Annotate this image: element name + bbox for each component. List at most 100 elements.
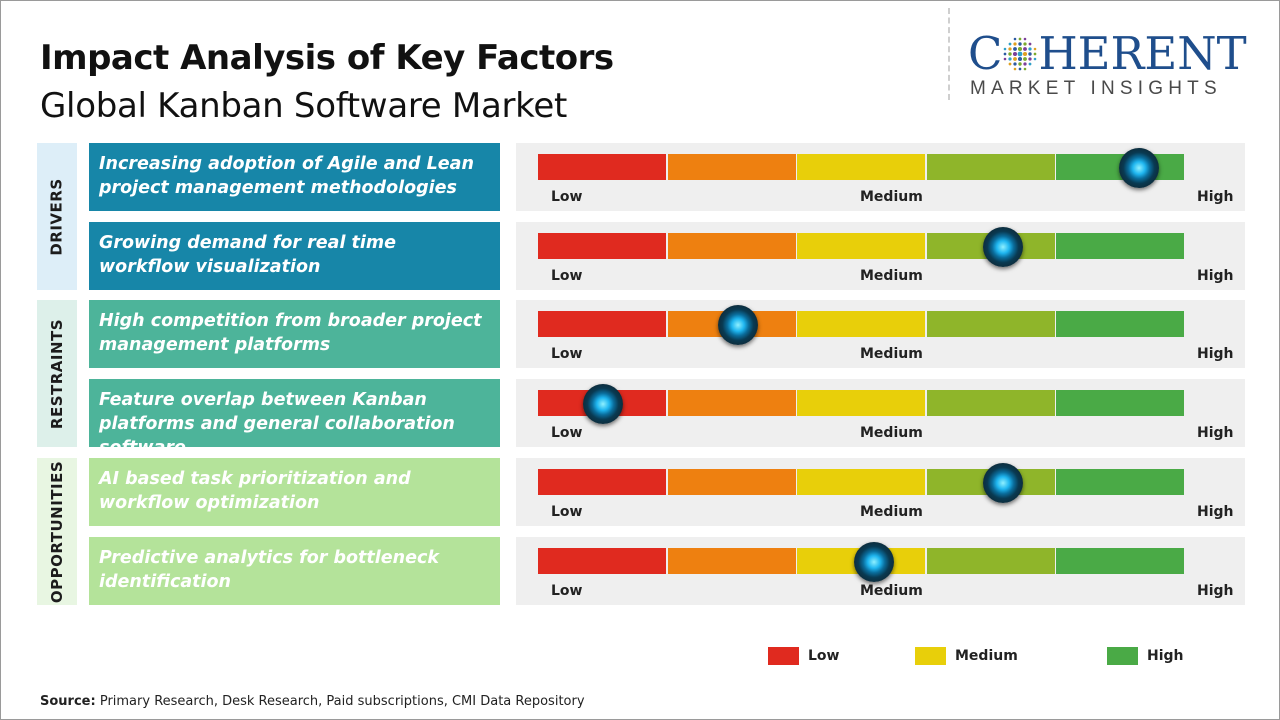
scale-label-medium: Medium [860,189,923,205]
factor-box: AI based task prioritization and workflo… [89,458,500,526]
impact-segment [1056,390,1184,416]
scale-label-low: Low [551,268,583,284]
logo-dot [1013,42,1018,46]
factor-box: Increasing adoption of Agile and Lean pr… [89,143,500,211]
logo-dot [1008,52,1013,56]
logo-wordmark: C HERENT [968,30,1247,78]
impact-bar-panel: Low Medium High [516,300,1245,368]
logo-dot [1023,62,1028,66]
source-text: Primary Research, Desk Research, Paid su… [99,694,585,709]
logo-letters-rest: HERENT [1038,27,1247,80]
logo-dot [1029,42,1032,46]
logo-dot [1013,57,1018,61]
impact-segment [926,548,1055,574]
scale-label-high: High [1197,189,1234,205]
logo-dot [1023,47,1028,51]
factor-box: High competition from broader project ma… [89,300,500,368]
impact-segment [538,311,666,337]
impact-segment [926,390,1055,416]
impact-segment [797,390,925,416]
logo-dot [1014,37,1017,41]
impact-bar-panel: Low Medium High [516,143,1245,211]
legend-label-high: High [1147,648,1184,664]
logo-dot [1008,47,1013,51]
impact-segment [667,548,796,574]
legend-swatch-low [768,647,799,665]
page-subtitle: Global Kanban Software Market [40,86,567,126]
impact-segment [1056,311,1184,337]
impact-segment [667,233,796,259]
factor-box: Predictive analytics for bottleneck iden… [89,537,500,605]
logo-dot [1018,56,1023,62]
source-note: Source: Primary Research, Desk Research,… [40,694,585,709]
impact-marker [1118,148,1159,188]
logo-dot [1023,42,1028,46]
logo-dot [1018,51,1023,57]
scale-label-medium: Medium [860,346,923,362]
factor-box: Feature overlap between Kanban platforms… [89,379,500,458]
logo-dot [1009,62,1012,66]
impact-segment [538,233,666,259]
impact-bar-panel: Low Medium High [516,379,1245,447]
logo-dot [1034,57,1037,61]
impact-segment [797,233,925,259]
logo-dot [1009,42,1012,46]
legend-label-low: Low [808,648,840,664]
impact-segment [538,154,666,180]
logo-dot [1028,47,1033,51]
impact-marker [718,305,759,345]
scale-label-low: Low [551,189,583,205]
scale-label-low: Low [551,425,583,441]
logo-dot [1013,62,1018,66]
impact-segment [926,311,1055,337]
impact-segment [1056,548,1184,574]
scale-label-medium: Medium [860,425,923,441]
logo-dot [1023,57,1028,61]
scale-label-high: High [1197,504,1234,520]
impact-segment [667,154,796,180]
coherent-logo: C HERENT MARKET INSIGHTS [968,30,1264,102]
page-title: Impact Analysis of Key Factors [40,38,614,78]
scale-label-medium: Medium [860,504,923,520]
header-divider [948,8,950,100]
source-prefix: Source: [40,694,96,709]
logo-dot [1034,52,1037,56]
impact-segment [797,311,925,337]
logo-letter-c: C [968,27,1003,80]
logo-dot [1023,51,1028,57]
logo-dot [1028,52,1033,56]
impact-segment [667,469,796,495]
scale-label-high: High [1197,583,1234,599]
legend: Low Medium High [0,647,1280,665]
logo-dot [1029,62,1032,66]
impact-bar-panel: Low Medium High [516,222,1245,290]
factor-box: Growing demand for real time workflow vi… [89,222,500,290]
impact-segment [538,548,666,574]
logo-dot [1028,57,1033,61]
impact-segment [797,469,925,495]
logo-tagline: MARKET INSIGHTS [970,78,1222,99]
logo-dot [1014,67,1017,71]
impact-segment [1056,233,1184,259]
scale-label-high: High [1197,425,1234,441]
scale-label-medium: Medium [860,583,923,599]
impact-marker [853,542,894,582]
logo-dot [1034,47,1037,51]
impact-bar-panel: Low Medium High [516,537,1245,605]
scale-label-high: High [1197,268,1234,284]
impact-segment [797,154,925,180]
group-label-restraints: RESTRAINTS [37,300,77,447]
logo-dot [1004,57,1007,61]
logo-dot [1013,47,1018,51]
impact-segment [1056,469,1184,495]
logo-dot [1019,37,1022,41]
logo-dot [1024,37,1027,41]
impact-bar-panel: Low Medium High [516,458,1245,526]
logo-dot [1018,46,1023,52]
impact-marker [582,384,623,424]
logo-dot [1008,57,1013,61]
scale-label-medium: Medium [860,268,923,284]
legend-swatch-medium [915,647,946,665]
legend-swatch-high [1107,647,1138,665]
impact-segment [538,469,666,495]
